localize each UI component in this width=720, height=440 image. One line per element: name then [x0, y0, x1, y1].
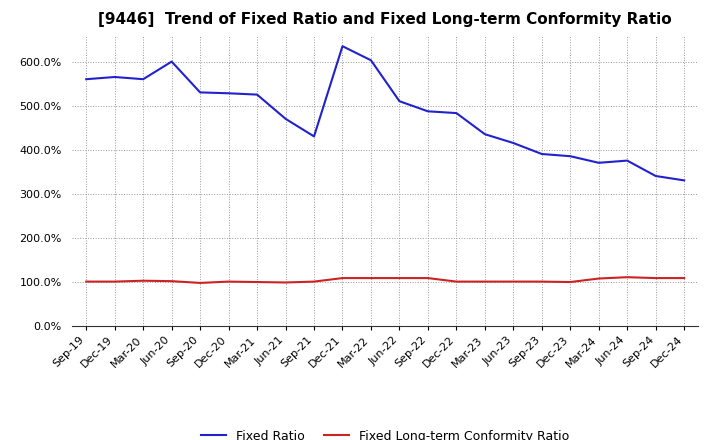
Fixed Ratio [652, 173, 660, 179]
Fixed Ratio [423, 109, 432, 114]
Fixed Long-term Conformity Ratio [423, 275, 432, 281]
Fixed Long-term Conformity Ratio [680, 275, 688, 281]
Fixed Long-term Conformity Ratio [167, 279, 176, 284]
Fixed Ratio [310, 134, 318, 139]
Fixed Long-term Conformity Ratio [452, 279, 461, 284]
Fixed Ratio [566, 154, 575, 159]
Fixed Long-term Conformity Ratio [366, 275, 375, 281]
Fixed Ratio [253, 92, 261, 97]
Fixed Ratio [110, 74, 119, 80]
Fixed Ratio [480, 132, 489, 137]
Title: [9446]  Trend of Fixed Ratio and Fixed Long-term Conformity Ratio: [9446] Trend of Fixed Ratio and Fixed Lo… [99, 12, 672, 27]
Fixed Long-term Conformity Ratio [595, 276, 603, 281]
Fixed Long-term Conformity Ratio [537, 279, 546, 284]
Fixed Long-term Conformity Ratio [509, 279, 518, 284]
Fixed Long-term Conformity Ratio [282, 280, 290, 285]
Fixed Ratio [509, 140, 518, 146]
Fixed Long-term Conformity Ratio [196, 280, 204, 286]
Fixed Ratio [595, 160, 603, 165]
Fixed Long-term Conformity Ratio [395, 275, 404, 281]
Fixed Long-term Conformity Ratio [139, 278, 148, 283]
Fixed Long-term Conformity Ratio [253, 279, 261, 285]
Fixed Long-term Conformity Ratio [480, 279, 489, 284]
Fixed Ratio [82, 77, 91, 82]
Fixed Long-term Conformity Ratio [338, 275, 347, 281]
Fixed Ratio [338, 44, 347, 49]
Fixed Ratio [623, 158, 631, 163]
Fixed Long-term Conformity Ratio [652, 275, 660, 281]
Fixed Ratio [196, 90, 204, 95]
Line: Fixed Ratio: Fixed Ratio [86, 46, 684, 180]
Fixed Long-term Conformity Ratio [110, 279, 119, 284]
Fixed Long-term Conformity Ratio [82, 279, 91, 284]
Fixed Ratio [537, 151, 546, 157]
Fixed Ratio [366, 58, 375, 63]
Fixed Long-term Conformity Ratio [225, 279, 233, 284]
Fixed Ratio [225, 91, 233, 96]
Line: Fixed Long-term Conformity Ratio: Fixed Long-term Conformity Ratio [86, 277, 684, 283]
Fixed Long-term Conformity Ratio [566, 279, 575, 285]
Fixed Long-term Conformity Ratio [623, 275, 631, 280]
Legend: Fixed Ratio, Fixed Long-term Conformity Ratio: Fixed Ratio, Fixed Long-term Conformity … [197, 425, 574, 440]
Fixed Long-term Conformity Ratio [310, 279, 318, 284]
Fixed Ratio [680, 178, 688, 183]
Fixed Ratio [282, 116, 290, 121]
Fixed Ratio [167, 59, 176, 64]
Fixed Ratio [395, 99, 404, 104]
Fixed Ratio [139, 77, 148, 82]
Fixed Ratio [452, 110, 461, 116]
